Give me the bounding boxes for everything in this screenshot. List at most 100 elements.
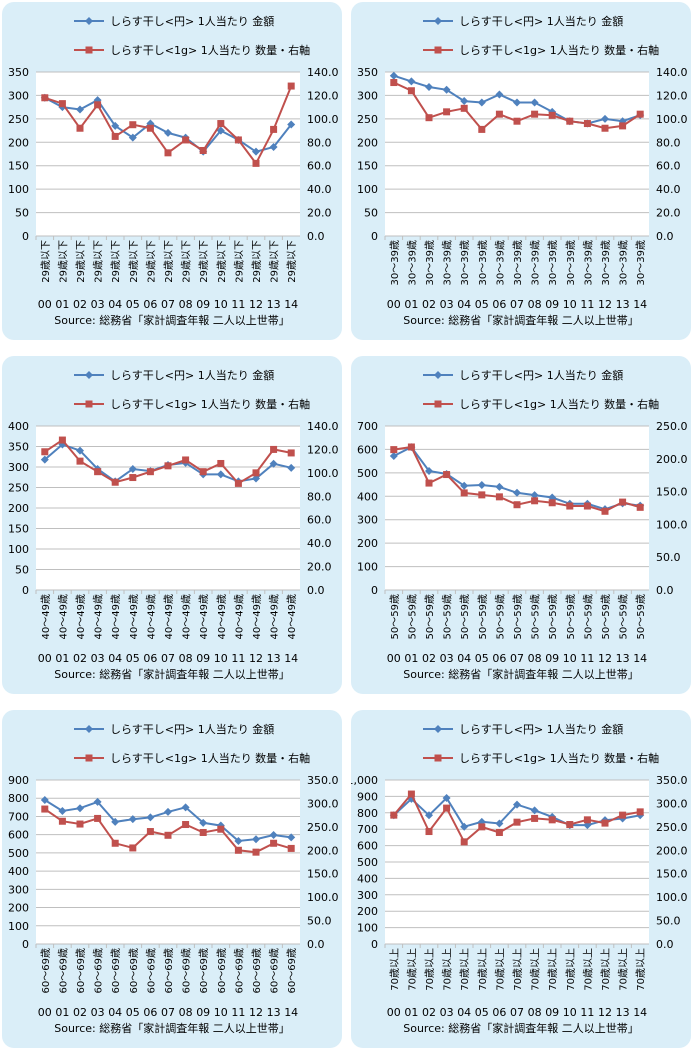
point-amount <box>530 491 539 500</box>
x-age-label: 30～39歳 <box>600 240 612 285</box>
x-year-label: 04 <box>108 652 122 665</box>
x-age-label: 50～59歳 <box>547 594 559 639</box>
point-quantity <box>583 502 591 510</box>
x-age-label: 40～49歳 <box>269 594 281 639</box>
point-quantity <box>566 502 574 510</box>
x-year-label: 08 <box>179 652 193 665</box>
x-year-label: 10 <box>214 298 228 311</box>
x-age-label: 29歳以下 <box>269 240 281 283</box>
point-quantity <box>601 124 609 132</box>
x-age-label: 40～49歳 <box>75 594 87 639</box>
x-year-label: 08 <box>528 1006 542 1019</box>
point-quantity <box>390 811 398 819</box>
left-tick-label: 600 <box>8 829 29 842</box>
point-quantity <box>566 117 574 125</box>
legend-quantity-marker <box>434 754 442 762</box>
x-age-label: 30～39歳 <box>618 240 630 285</box>
legend-quantity-label: しらす干し<1g> 1人当たり 数量・右軸 <box>110 43 310 57</box>
point-quantity <box>94 814 102 822</box>
left-tick-label: 500 <box>357 467 378 480</box>
legend-amount-label: しらす干し<円> 1人当たり 金額 <box>110 14 274 28</box>
left-tick-label: 300 <box>357 89 378 102</box>
left-tick-label: 700 <box>357 420 378 433</box>
x-year-label: 03 <box>91 652 105 665</box>
x-age-label: 70歳以上 <box>389 948 401 991</box>
point-quantity <box>234 846 242 854</box>
source-label: Source: 総務省「家計調査年報 二人以上世帯」 <box>403 1021 638 1035</box>
point-quantity <box>252 848 260 856</box>
x-age-label: 60～69歳 <box>269 948 281 993</box>
left-tick-label: 0 <box>371 584 378 597</box>
point-quantity <box>407 790 415 798</box>
point-quantity <box>76 124 84 132</box>
x-year-label: 13 <box>616 652 630 665</box>
x-age-label: 70歳以上 <box>477 948 489 991</box>
x-year-label: 09 <box>196 1006 210 1019</box>
legend-amount-marker <box>85 371 93 379</box>
x-age-label: 70歳以上 <box>618 948 630 991</box>
point-quantity <box>217 120 225 128</box>
x-year-label: 01 <box>404 1006 418 1019</box>
left-tick-label: 50 <box>15 207 29 220</box>
point-quantity <box>287 449 295 457</box>
left-tick-label: 200 <box>357 537 378 550</box>
legend-quantity-label: しらす干し<1g> 1人当たり 数量・右軸 <box>459 43 659 57</box>
point-quantity <box>41 805 49 813</box>
x-year-label: 02 <box>73 298 87 311</box>
x-year-label: 00 <box>387 1006 401 1019</box>
point-quantity <box>164 462 172 470</box>
point-quantity <box>460 838 468 846</box>
x-year-label: 02 <box>73 652 87 665</box>
point-amount <box>442 85 451 94</box>
point-amount <box>181 803 190 812</box>
point-quantity <box>390 79 398 87</box>
point-amount <box>40 796 49 805</box>
right-tick-label: 200.0 <box>307 844 339 857</box>
x-age-label: 60～69歳 <box>286 948 298 993</box>
point-quantity <box>129 844 137 852</box>
left-tick-label: 700 <box>357 823 378 836</box>
left-tick-label: 150 <box>8 523 29 536</box>
right-tick-label: 120.0 <box>307 89 339 102</box>
point-amount <box>216 470 225 479</box>
point-quantity <box>111 132 119 140</box>
x-year-label: 03 <box>440 1006 454 1019</box>
x-age-label: 70歳以上 <box>635 948 647 991</box>
x-age-label: 50～59歳 <box>582 594 594 639</box>
legend-amount-marker <box>85 725 93 733</box>
left-tick-label: 100 <box>8 543 29 556</box>
point-quantity <box>548 816 556 824</box>
legend-quantity-marker <box>434 46 442 54</box>
point-quantity <box>601 507 609 515</box>
point-quantity <box>234 479 242 487</box>
legend-amount-marker <box>434 17 442 25</box>
x-age-label: 29歳以下 <box>75 240 87 283</box>
x-year-label: 12 <box>249 298 263 311</box>
left-tick-label: 0 <box>371 230 378 243</box>
point-quantity <box>460 104 468 112</box>
x-year-label: 02 <box>73 1006 87 1019</box>
right-tick-label: 300.0 <box>656 797 688 810</box>
point-amount <box>407 77 416 86</box>
x-age-label: 60～69歳 <box>163 948 175 993</box>
left-tick-label: 400 <box>8 420 29 433</box>
point-quantity <box>478 125 486 133</box>
right-tick-label: 0.0 <box>656 584 674 597</box>
point-quantity <box>287 844 295 852</box>
point-quantity <box>129 474 137 482</box>
right-tick-label: 100.0 <box>307 467 339 480</box>
right-tick-label: 0.0 <box>307 938 325 951</box>
point-quantity <box>443 471 451 479</box>
x-year-label: 03 <box>440 652 454 665</box>
left-tick-label: 100 <box>357 183 378 196</box>
legend-quantity-marker <box>434 400 442 408</box>
point-quantity <box>548 111 556 119</box>
x-age-label: 70歳以上 <box>600 948 612 991</box>
x-age-label: 29歳以下 <box>233 240 245 283</box>
right-tick-label: 100.0 <box>656 891 688 904</box>
left-tick-label: 350 <box>8 441 29 454</box>
